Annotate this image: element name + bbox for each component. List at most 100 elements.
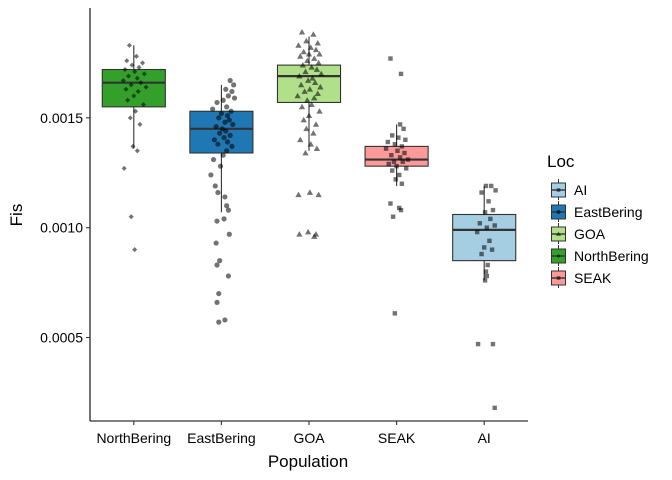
box-group-eastbering	[189, 77, 254, 325]
data-point	[391, 159, 397, 164]
data-point	[309, 75, 316, 81]
data-point	[124, 58, 130, 64]
data-point	[220, 97, 226, 103]
data-point	[482, 210, 488, 215]
data-point	[484, 225, 490, 230]
y-tick-label: 0.0005	[40, 330, 83, 346]
data-point	[492, 223, 497, 228]
data-point	[397, 172, 402, 178]
data-point	[140, 60, 146, 66]
data-point	[127, 115, 133, 121]
data-point	[299, 61, 307, 68]
data-point	[226, 231, 232, 237]
data-point	[216, 290, 222, 297]
data-point	[224, 139, 231, 145]
data-point	[477, 221, 483, 226]
data-point	[210, 106, 216, 112]
data-point	[223, 86, 229, 92]
box-group-ai	[452, 183, 517, 411]
data-point	[304, 77, 312, 83]
data-point	[310, 130, 317, 136]
data-point	[214, 218, 220, 224]
data-point	[132, 247, 138, 253]
data-point	[120, 77, 126, 84]
data-point	[208, 172, 214, 178]
data-point	[303, 37, 310, 44]
data-point	[316, 108, 323, 114]
data-point	[121, 165, 127, 171]
data-point	[214, 299, 220, 305]
data-point	[223, 128, 229, 134]
data-point	[302, 149, 309, 156]
legend-title: Loc	[547, 152, 575, 171]
data-point	[318, 70, 325, 77]
data-point	[405, 157, 411, 162]
data-point	[395, 148, 400, 153]
data-point	[305, 112, 313, 119]
data-point	[225, 93, 232, 99]
data-point	[301, 88, 308, 94]
data-point	[490, 341, 496, 347]
data-point	[224, 148, 230, 154]
data-point	[214, 99, 220, 106]
data-point	[225, 207, 232, 213]
data-point	[130, 143, 136, 149]
data-point	[297, 136, 304, 143]
data-point	[224, 203, 230, 209]
data-point	[400, 159, 405, 164]
data-point	[295, 191, 302, 198]
data-point	[492, 405, 497, 411]
data-point	[214, 262, 220, 268]
data-point	[390, 168, 395, 173]
data-point	[227, 132, 233, 139]
data-point	[314, 90, 321, 97]
box	[452, 213, 517, 262]
data-point	[304, 57, 311, 64]
data-point	[399, 181, 405, 186]
data-point	[294, 92, 301, 99]
data-point	[304, 228, 312, 235]
data-point	[402, 150, 407, 156]
data-point	[485, 262, 490, 268]
box	[101, 68, 166, 108]
data-point	[311, 55, 318, 61]
data-point	[393, 177, 398, 182]
data-point	[217, 130, 223, 136]
legend-item-ai: AI	[551, 179, 587, 200]
data-point	[305, 50, 313, 57]
data-point	[222, 194, 228, 200]
legend-item-goa: GOA	[551, 223, 606, 244]
data-point	[397, 155, 403, 160]
legend: Loc AI EastBering GOA NorthBering SEAK	[547, 152, 649, 288]
data-point	[482, 278, 488, 283]
data-point	[129, 62, 135, 68]
x-tick-label: EastBering	[187, 430, 255, 446]
y-axis-label: Fis	[7, 204, 26, 227]
data-point	[392, 311, 398, 316]
data-point	[307, 141, 314, 147]
legend-key-marker	[556, 253, 561, 259]
data-point	[228, 108, 234, 114]
data-point	[218, 110, 225, 117]
legend-key-marker	[556, 188, 561, 192]
data-point	[306, 189, 314, 195]
data-point	[140, 102, 146, 108]
legend-key-marker	[556, 276, 561, 280]
data-point	[493, 188, 498, 193]
data-point	[403, 137, 408, 143]
data-point	[295, 42, 302, 48]
data-point	[316, 50, 323, 57]
legend-label: EastBering	[574, 204, 642, 220]
data-point	[489, 183, 494, 189]
data-point	[229, 143, 235, 150]
data-point	[297, 81, 305, 88]
data-point	[230, 121, 236, 128]
data-point	[221, 135, 227, 141]
data-point	[385, 139, 391, 145]
data-point	[131, 93, 137, 99]
data-point	[312, 46, 320, 53]
data-point	[141, 71, 147, 77]
data-point	[133, 108, 139, 114]
data-point	[389, 152, 394, 158]
data-point	[306, 86, 314, 92]
